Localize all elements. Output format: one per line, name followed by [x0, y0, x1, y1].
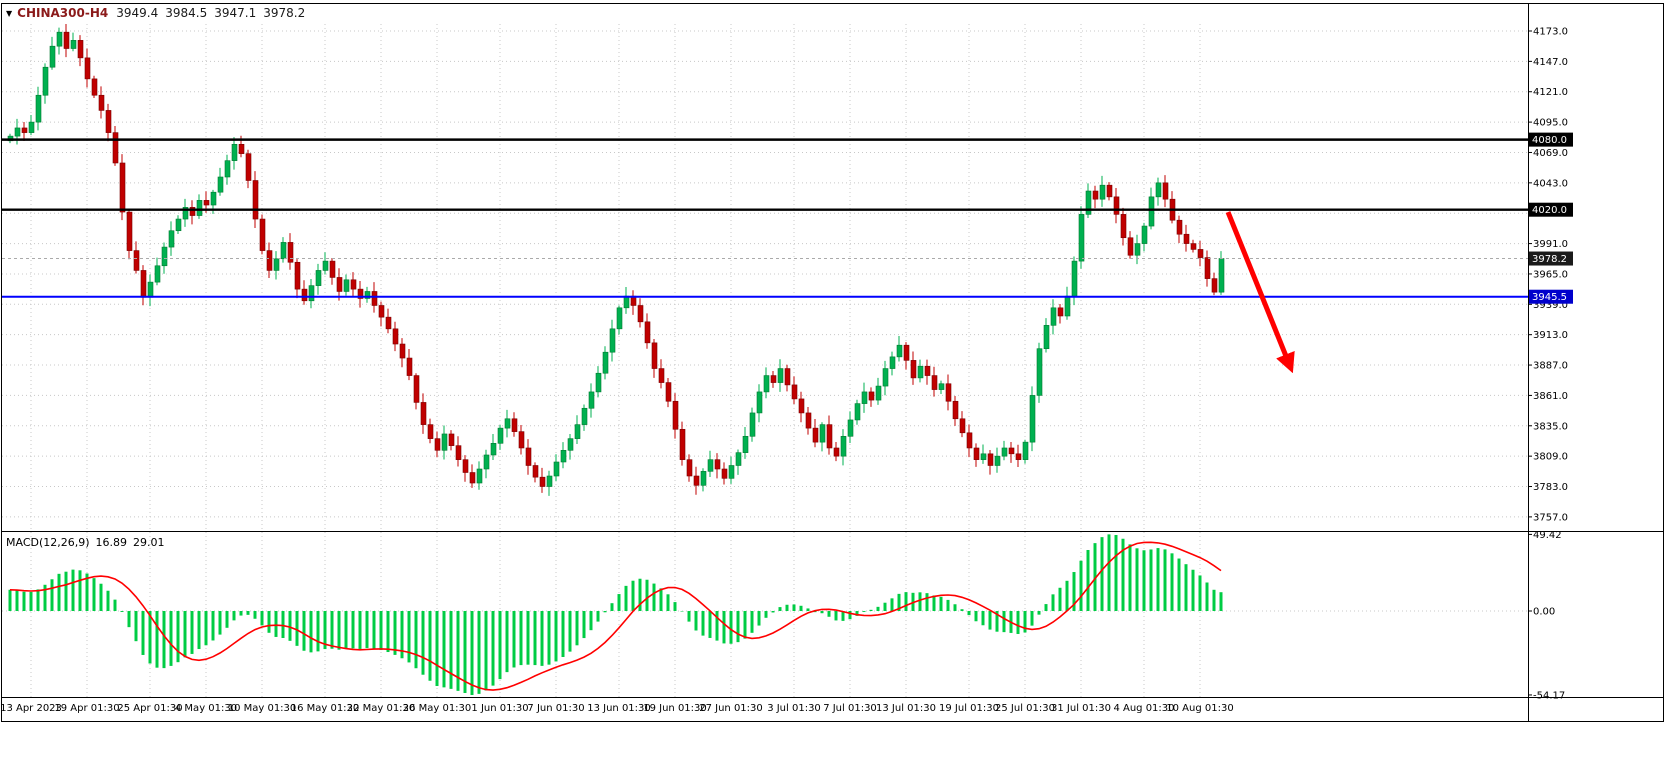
candles-layer	[7, 24, 1225, 496]
svg-text:1 Jun 01:30: 1 Jun 01:30	[471, 703, 528, 714]
svg-text:3757.0: 3757.0	[1533, 512, 1568, 523]
svg-text:0.00: 0.00	[1533, 607, 1555, 618]
svg-text:4043.0: 4043.0	[1533, 178, 1568, 189]
frame-layer	[1, 3, 1664, 722]
svg-text:4 May 01:30: 4 May 01:30	[175, 703, 237, 714]
svg-text:7 Jun 01:30: 7 Jun 01:30	[527, 703, 584, 714]
down-arrow-drawing[interactable]	[1225, 211, 1295, 374]
svg-text:13 Apr 2023: 13 Apr 2023	[0, 703, 62, 714]
svg-text:13 Jun 01:30: 13 Jun 01:30	[587, 703, 651, 714]
svg-text:-54.17: -54.17	[1533, 690, 1565, 701]
svg-text:3861.0: 3861.0	[1533, 391, 1568, 402]
svg-text:22 May 01:30: 22 May 01:30	[347, 703, 416, 714]
svg-text:3809.0: 3809.0	[1533, 452, 1568, 463]
quote-close: 3978.2	[263, 6, 306, 20]
svg-text:10 May 01:30: 10 May 01:30	[228, 703, 297, 714]
price-axis[interactable]: 4173.04147.04121.04095.04069.04043.04017…	[1528, 27, 1573, 524]
svg-text:3913.0: 3913.0	[1533, 330, 1568, 341]
svg-text:19 Jun 01:30: 19 Jun 01:30	[643, 703, 707, 714]
svg-text:4080.0: 4080.0	[1532, 135, 1567, 146]
arrow-annotation[interactable]	[1225, 211, 1295, 374]
hline-price-box	[1529, 202, 1573, 217]
hline-price-box	[1529, 289, 1573, 304]
svg-text:13 Jul 01:30: 13 Jul 01:30	[876, 703, 936, 714]
symbol-dropdown-icon[interactable]: ▼	[6, 8, 13, 18]
svg-text:3 Jul 01:30: 3 Jul 01:30	[767, 703, 821, 714]
svg-text:3939.0: 3939.0	[1533, 300, 1568, 311]
macd-signal-value: 29.01	[133, 536, 165, 549]
svg-text:25 Jul 01:30: 25 Jul 01:30	[995, 703, 1055, 714]
current-price-box	[1529, 251, 1573, 266]
macd-layer	[8, 534, 1223, 695]
svg-text:4020.0: 4020.0	[1532, 205, 1567, 216]
svg-text:3991.0: 3991.0	[1533, 239, 1568, 250]
svg-text:3783.0: 3783.0	[1533, 482, 1568, 493]
macd-main-value: 16.89	[95, 536, 128, 549]
svg-text:27 Jun 01:30: 27 Jun 01:30	[699, 703, 763, 714]
hline-objects-layer[interactable]	[2, 138, 1528, 298]
svg-text:31 Jul 01:30: 31 Jul 01:30	[1051, 703, 1111, 714]
svg-text:3978.2: 3978.2	[1532, 254, 1567, 265]
quote-low: 3947.1	[214, 6, 257, 20]
svg-text:49.42: 49.42	[1533, 530, 1562, 541]
svg-text:3945.5: 3945.5	[1532, 292, 1567, 303]
svg-text:4173.0: 4173.0	[1533, 27, 1568, 38]
chart-quote-bar: ▼ CHINA300-H4 3949.4 3984.5 3947.1 3978.2	[6, 6, 312, 21]
macd-axis[interactable]: 49.42 0.00 -54.17	[1528, 530, 1565, 702]
svg-text:3887.0: 3887.0	[1533, 361, 1568, 372]
symbol-period-label: CHINA300-H4	[17, 6, 109, 20]
svg-text:4069.0: 4069.0	[1533, 148, 1568, 159]
svg-text:19 Jul 01:30: 19 Jul 01:30	[939, 703, 999, 714]
svg-text:16 May 01:30: 16 May 01:30	[291, 703, 360, 714]
svg-text:25 Apr 01:30: 25 Apr 01:30	[117, 703, 182, 714]
macd-indicator-label: MACD(12,26,9) 16.89 29.01	[6, 536, 171, 549]
svg-text:4121.0: 4121.0	[1533, 87, 1568, 98]
svg-text:7 Jul 01:30: 7 Jul 01:30	[823, 703, 877, 714]
svg-text:10 Aug 01:30: 10 Aug 01:30	[1166, 703, 1233, 714]
quote-open: 3949.4	[116, 6, 159, 20]
quote-high: 3984.5	[165, 6, 208, 20]
svg-text:3835.0: 3835.0	[1533, 421, 1568, 432]
svg-text:3965.0: 3965.0	[1533, 269, 1568, 280]
hline-price-box	[1529, 132, 1573, 147]
svg-text:4 Aug 01:30: 4 Aug 01:30	[1113, 703, 1174, 714]
grid-layer	[2, 24, 1528, 697]
svg-text:4095.0: 4095.0	[1533, 118, 1568, 129]
svg-text:19 Apr 01:30: 19 Apr 01:30	[54, 703, 119, 714]
svg-text:4147.0: 4147.0	[1533, 57, 1568, 68]
svg-text:26 May 01:30: 26 May 01:30	[403, 703, 472, 714]
macd-name: MACD(12,26,9)	[6, 536, 90, 549]
